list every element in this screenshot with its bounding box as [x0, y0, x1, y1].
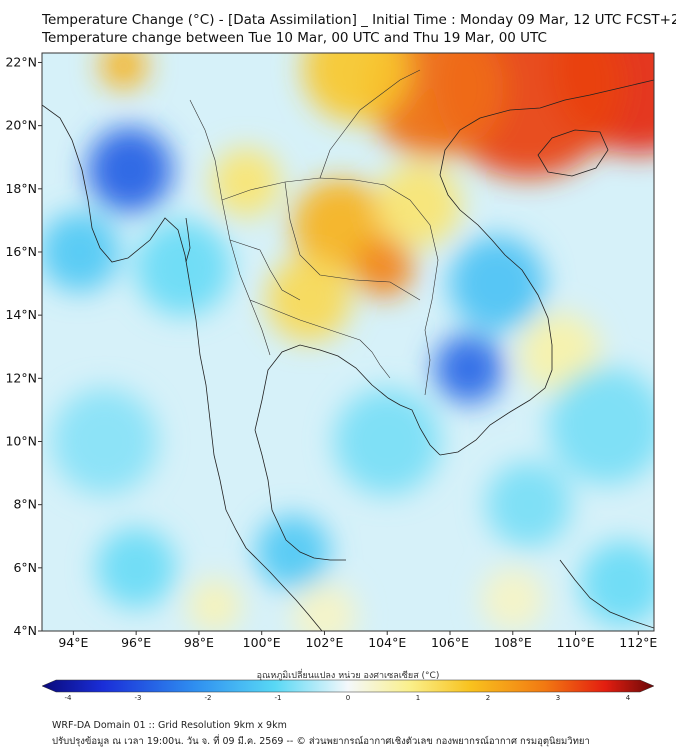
- field-anomaly-19: [255, 514, 331, 590]
- field-anomaly-12: [42, 211, 120, 292]
- field-anomaly-13: [434, 334, 504, 404]
- colorbar-tick-label: 0: [346, 694, 350, 700]
- longitude-axis: 94°E 96°E 98°E 100°E 102°E 104°E 106°E 108°E 110…: [58, 631, 657, 650]
- field-anomaly-18: [333, 388, 441, 495]
- field-anomaly-23: [187, 579, 242, 631]
- map-field: [42, 53, 654, 631]
- lon-tick-label: 96°E: [121, 635, 151, 650]
- field-anomaly-10: [519, 313, 600, 394]
- lat-tick-label: 14°N: [5, 307, 37, 322]
- colorbar-ticks: -4 -3 -2 -1 0 1 2 3 4: [65, 694, 631, 700]
- lat-tick-label: 10°N: [5, 433, 37, 448]
- lon-tick-label: 106°E: [431, 635, 469, 650]
- lon-tick-label: 94°E: [58, 635, 88, 650]
- coastlines: [42, 79, 654, 631]
- lat-tick-label: 6°N: [13, 560, 37, 575]
- lon-tick-label: 110°E: [557, 635, 595, 650]
- lat-tick-label: 22°N: [5, 54, 37, 69]
- field-anomaly-25: [480, 567, 545, 631]
- lon-tick-label: 100°E: [243, 635, 281, 650]
- lon-tick-label: 102°E: [305, 635, 343, 650]
- lat-tick-label: 8°N: [13, 497, 37, 512]
- lat-tick-label: 4°N: [13, 623, 37, 638]
- field-anomaly-20: [96, 527, 177, 608]
- borders: [189, 69, 439, 396]
- colorbar-tick-label: 1: [416, 694, 420, 700]
- colorbar-tick-label: -4: [65, 694, 73, 700]
- field-anomaly-16: [548, 367, 654, 485]
- colorbar-tick-label: 3: [556, 694, 560, 700]
- field-anomaly-17: [51, 388, 159, 495]
- field-anomaly-3: [302, 53, 410, 123]
- field-anomaly-4: [99, 53, 148, 90]
- lat-tick-label: 12°N: [5, 370, 37, 385]
- temperature-change-map: 94°E 96°E 98°E 100°E 102°E 104°E 106°E 108°E 110…: [5, 52, 657, 700]
- lat-tick-label: 16°N: [5, 244, 37, 259]
- field-anomaly-21: [485, 461, 572, 548]
- colorbar: -4 -3 -2 -1 0 1 2 3 4: [41, 679, 655, 700]
- field-anomaly-11: [87, 127, 173, 213]
- map-title: Temperature Change (°C) - [Data Assimila…: [42, 12, 676, 28]
- colorbar-tick-label: -2: [205, 694, 212, 700]
- field-anomaly-9: [375, 161, 462, 248]
- lat-tick-label: 18°N: [5, 181, 37, 196]
- footer-credit: ปรับปรุงข้อมูล ณ เวลา 19:00น. วัน จ. ที่…: [52, 736, 590, 747]
- field-anomaly-8: [211, 147, 281, 218]
- field-anomaly-15: [135, 219, 232, 316]
- lon-tick-label: 108°E: [494, 635, 532, 650]
- field-anomaly-7: [266, 256, 352, 343]
- footer-model-info: WRF-DA Domain 01 :: Grid Resolution 9km …: [52, 720, 287, 731]
- latitude-axis: 22°N 20°N 18°N 16°N 14°N 12°N 10°N 8°N 6°N 4°N: [5, 54, 42, 638]
- lat-tick-label: 20°N: [5, 118, 37, 133]
- field-anomaly-24: [292, 583, 357, 631]
- lon-tick-label: 98°E: [184, 635, 214, 650]
- colorbar-scale: [41, 679, 655, 693]
- field-anomaly-22: [579, 540, 654, 627]
- colorbar-tick-label: -1: [275, 694, 282, 700]
- field-anomaly-14: [449, 235, 546, 332]
- colorbar-tick-label: -3: [135, 694, 142, 700]
- colorbar-tick-label: 2: [486, 694, 490, 700]
- field-anomaly-6: [354, 238, 414, 298]
- lon-tick-label: 112°E: [619, 635, 657, 650]
- map-frame: [41, 52, 655, 632]
- map-subtitle: Temperature change between Tue 10 Mar, 0…: [42, 30, 547, 46]
- lon-tick-label: 104°E: [368, 635, 406, 650]
- colorbar-tick-label: 4: [626, 694, 631, 700]
- colorbar-label: อุณหภูมิเปลี่ยนแปลง หน่วย องศาเซลเซียส (…: [256, 671, 440, 681]
